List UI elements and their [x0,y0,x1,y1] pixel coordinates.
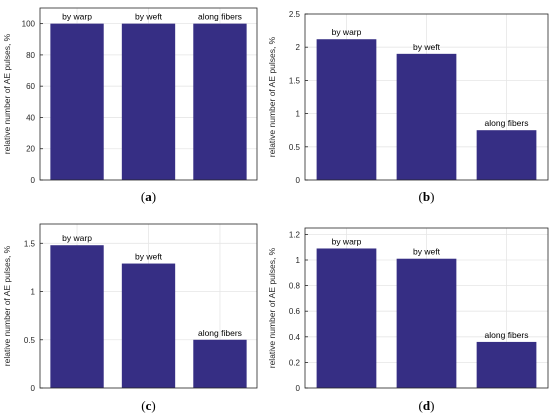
bar-label-along-fibers: along fibers [485,118,529,128]
chart-panel-b: 0 0.5 1 1.5 2 2.5 by warp by weft along fibers re… [267,10,549,204]
bar-label-by-weft: by weft [413,42,441,52]
chart-panel-a: 0 20 40 60 80 100 by warp by weft along fibers re… [2,7,258,204]
y-tick-label: 1.5 [24,239,36,248]
y-tick-label: 0 [296,384,301,393]
y-axis-label: relative number of AE pulses, % [267,36,277,157]
chart-panel-c: 0 0.5 1 1.5 by warp by weft along fibers relati… [2,223,258,413]
y-axis-label: relative number of AE pulses, % [2,33,12,154]
y-tick-label: 1.5 [289,76,301,85]
bar-along-fibers [193,339,247,388]
bar-by-warp [50,245,104,388]
y-tick-label: 100 [22,20,36,29]
bar-label-by-warp: by warp [62,12,92,22]
panel-label: (a) [141,189,156,204]
panel-label: (b) [419,189,435,204]
y-tick-label: 0.5 [289,143,301,152]
chart-panel-d: 0 0.2 0.4 0.6 0.8 1 1.2 by warp by weft along fib… [267,227,549,413]
bar-by-weft [121,263,176,388]
bar-by-warp [316,248,377,388]
bar-label-by-warp: by warp [62,233,92,243]
y-tick-label: 0 [296,176,301,185]
bar-along-fibers [193,23,247,180]
y-tick-label: 0.2 [289,358,301,367]
bar-along-fibers [476,341,537,388]
bar-label-by-weft: by weft [135,252,163,262]
bar-by-weft [121,23,176,180]
bar-label-by-weft: by weft [413,247,441,257]
bar-label-by-warp: by warp [332,27,362,37]
y-tick-label: 1 [31,288,36,297]
y-tick-label: 80 [26,51,35,60]
bar-by-weft [396,258,457,388]
y-tick-label: 40 [26,113,35,122]
y-tick-label: 20 [26,145,35,154]
y-tick-label: 1 [296,256,301,265]
bar-by-warp [316,39,377,181]
y-tick-label: 1.2 [289,230,301,239]
bar-label-along-fibers: along fibers [198,12,242,22]
bar-along-fibers [476,130,537,180]
bar-label-along-fibers: along fibers [485,330,529,340]
y-tick-label: 2.5 [289,10,301,19]
axes-box [304,13,549,181]
axes-box [304,227,549,389]
panel-label: (c) [141,398,155,413]
y-tick-label: 0.5 [24,336,36,345]
y-axis-label: relative number of AE pulses, % [2,245,12,366]
y-tick-label: 2 [296,43,301,52]
y-tick-label: 1 [296,110,301,119]
y-tick-label: 0 [31,384,36,393]
y-tick-label: 60 [26,82,35,91]
y-tick-label: 0.6 [289,307,301,316]
bar-by-warp [50,23,104,180]
axes-box [39,7,258,181]
y-axis-label: relative number of AE pulses, % [267,247,277,368]
panel-label: (d) [419,398,435,413]
bar-label-by-weft: by weft [135,12,163,22]
bar-label-by-warp: by warp [332,236,362,246]
bar-by-weft [396,53,457,181]
axes-box [39,223,258,389]
bar-label-along-fibers: along fibers [198,328,242,338]
y-tick-label: 0.8 [289,282,301,291]
y-tick-label: 0 [31,176,36,185]
y-tick-label: 0.4 [289,333,301,342]
